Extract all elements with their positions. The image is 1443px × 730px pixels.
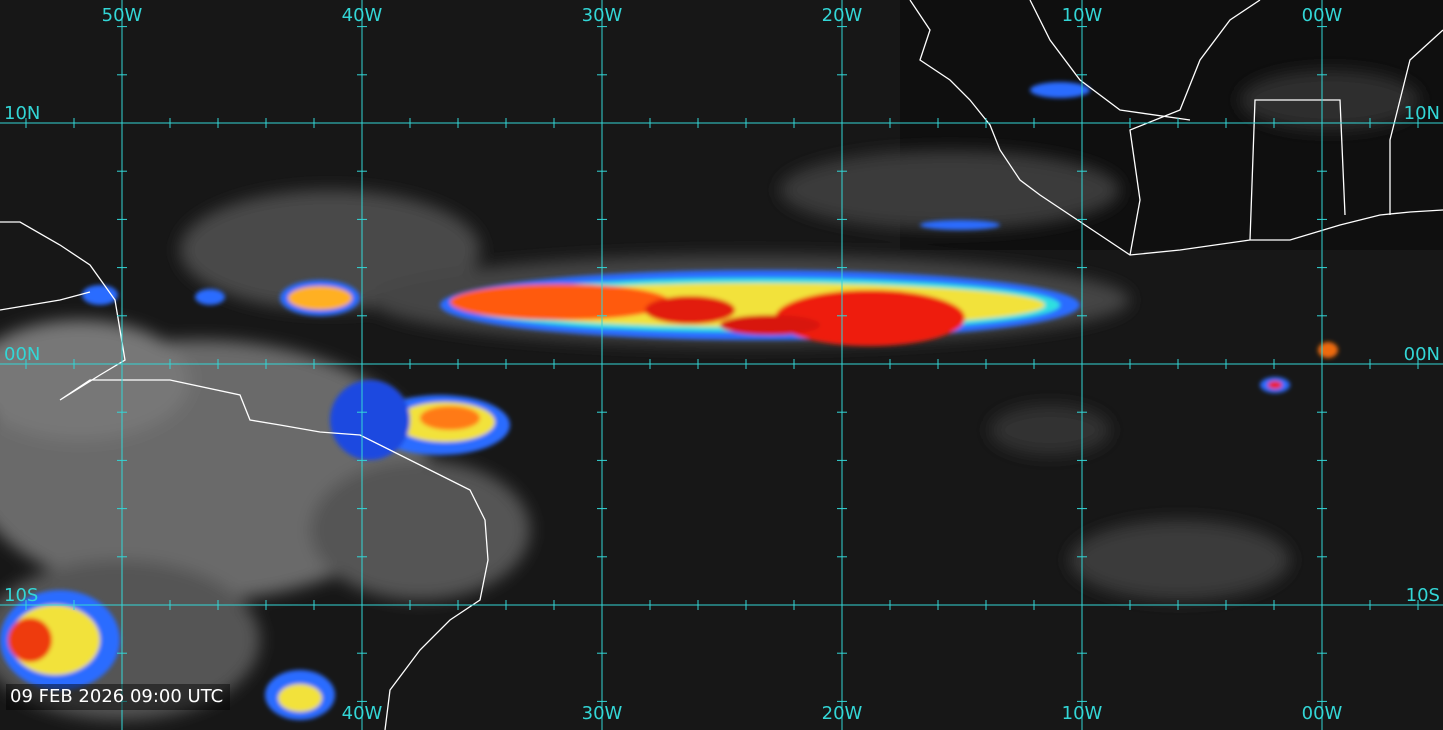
longitude-label-top: 50W	[102, 5, 143, 26]
graticule-labels: 50W 40W 40W 30W 30W 20W 20W 10W 10W 00W 00W 10N 10N 0…	[4, 5, 1440, 724]
latitude-label-right: 10N	[1404, 103, 1440, 124]
longitude-label-top: 20W	[822, 5, 863, 26]
timestamp-background	[6, 684, 230, 710]
longitude-label-bottom: 40W	[342, 703, 383, 724]
longitude-label-top: 10W	[1062, 5, 1103, 26]
latitude-label-left: 00N	[4, 344, 40, 365]
latitude-label-right: 10S	[1406, 585, 1440, 606]
longitude-label-bottom: 30W	[582, 703, 623, 724]
longitude-label-bottom: 10W	[1062, 703, 1103, 724]
longitude-label-bottom: 00W	[1302, 703, 1343, 724]
latitude-label-left: 10N	[4, 103, 40, 124]
latitude-label-right: 00N	[1404, 344, 1440, 365]
convection	[0, 82, 1338, 720]
timestamp: 09 FEB 2026 09:00 UTC	[10, 686, 223, 707]
longitude-label-top: 40W	[342, 5, 383, 26]
longitude-label-bottom: 20W	[822, 703, 863, 724]
longitude-label-top: 30W	[582, 5, 623, 26]
latitude-label-left: 10S	[4, 585, 38, 606]
longitude-label-top: 00W	[1302, 5, 1343, 26]
